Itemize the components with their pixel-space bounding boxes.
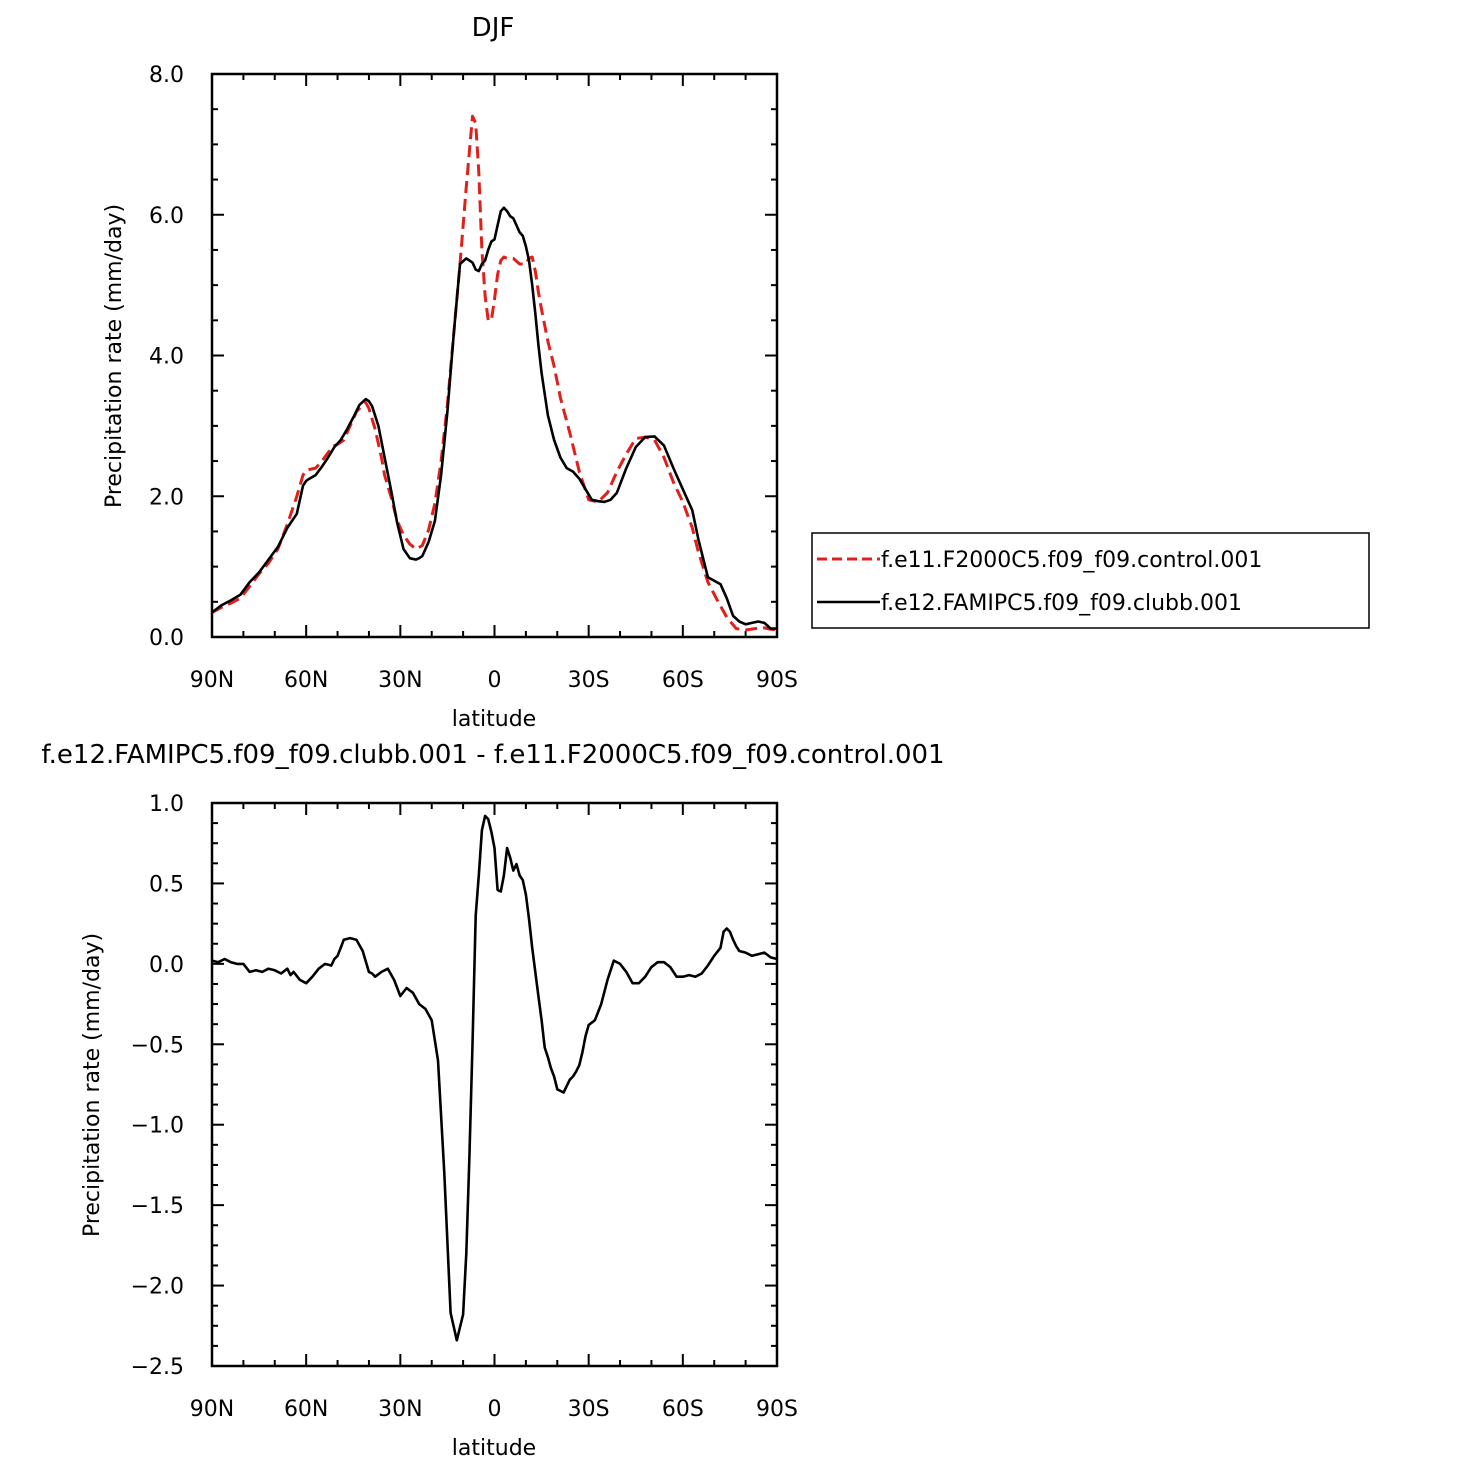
y-tick-label: 0.0 [149,626,184,651]
chart-title-djf: DJF [472,13,515,43]
legend-label-control: f.e11.F2000C5.f09_f09.control.001 [881,548,1262,573]
y-tick-label: 4.0 [149,345,184,370]
y-tick-label: 1.0 [149,792,184,817]
x-tick-label: 30N [378,668,422,693]
x-tick-label: 30N [378,1397,422,1422]
series-line-1-0 [211,814,778,1342]
y-tick-label: −2.0 [131,1275,184,1300]
x-tick-label: 90S [756,1397,798,1422]
plot-area-bottom: 90N 60N 30N 0 30S 60S 90S −2.5 −2.0 −1.5 −1.0 −0.5 0… [131,792,798,1422]
x-tick-label: 60S [662,668,704,693]
y-tick-label: −0.5 [131,1033,184,1058]
x-tick-label: 30S [568,668,610,693]
x-axis-title-top: latitude [452,707,536,732]
plot-frame-top [210,72,779,639]
x-tick-label: 0 [488,1397,502,1422]
y-tick-label: −2.5 [131,1355,184,1380]
chart-bottom-panel: f.e12.FAMIPC5.f09_f09.clubb.001 - f.e11.… [41,740,944,1461]
y-tick-label: −1.0 [131,1114,184,1139]
legend: f.e11.F2000C5.f09_f09.control.001 f.e12.… [811,532,1370,629]
x-tick-label: 30S [568,1397,610,1422]
y-tick-label: −1.5 [131,1194,184,1219]
y-tick-label: 0.5 [149,872,184,897]
chart-title-difference: f.e12.FAMIPC5.f09_f09.clubb.001 - f.e11.… [41,740,944,770]
plot-area-top: 90N 60N 30N 0 30S 60S 90S 0.0 2.0 4.0 6.0 8.0 [149,63,798,693]
y-tick-label: 6.0 [149,204,184,229]
y-axis-title-bottom: Precipitation rate (mm/day) [80,933,105,1237]
x-tick-label: 60N [284,1397,328,1422]
x-tick-label: 60N [284,668,328,693]
series-line-0-1 [211,206,777,630]
y-axis-title-top: Precipitation rate (mm/day) [102,204,127,508]
series-line-0-0 [211,114,778,632]
x-tick-label: 0 [488,668,502,693]
x-tick-label: 90S [756,668,798,693]
x-tick-label: 90N [190,668,234,693]
y-tick-label: 8.0 [149,63,184,88]
y-tick-label: 0.0 [149,953,184,978]
x-tick-label: 90N [190,1397,234,1422]
y-tick-label: 2.0 [149,485,184,510]
legend-box [811,532,1370,629]
x-tick-label: 60S [662,1397,704,1422]
x-axis-title-bottom: latitude [452,1436,536,1461]
plot-frame-bottom [210,801,779,1368]
chart-top-panel: DJF 90N 60N 30N 0 30S 60S 90S 0.0 2.0 4.0 6.0 8.0 l… [102,13,1370,732]
legend-label-clubb: f.e12.FAMIPC5.f09_f09.clubb.001 [881,591,1242,616]
